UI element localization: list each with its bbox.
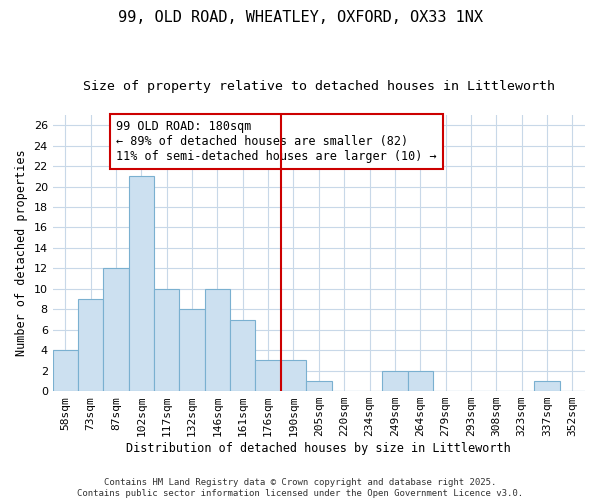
Bar (230, 320, 256, 391)
Bar (129, 176, 154, 391)
Text: Contains HM Land Registry data © Crown copyright and database right 2025.
Contai: Contains HM Land Registry data © Crown c… (77, 478, 523, 498)
Bar (103, 268, 129, 391)
Text: 99 OLD ROAD: 180sqm
← 89% of detached houses are smaller (82)
11% of semi-detach: 99 OLD ROAD: 180sqm ← 89% of detached ho… (116, 120, 437, 163)
Text: 99, OLD ROAD, WHEATLEY, OXFORD, OX33 1NX: 99, OLD ROAD, WHEATLEY, OXFORD, OX33 1NX (118, 10, 482, 25)
Bar (78, 299, 103, 391)
Title: Size of property relative to detached houses in Littleworth: Size of property relative to detached ho… (83, 80, 555, 93)
Bar (281, 360, 306, 391)
Bar (53, 350, 78, 391)
Bar (179, 310, 205, 391)
Bar (154, 289, 179, 391)
Y-axis label: Number of detached properties: Number of detached properties (15, 150, 28, 356)
Bar (306, 381, 332, 391)
Bar (205, 289, 230, 391)
X-axis label: Distribution of detached houses by size in Littleworth: Distribution of detached houses by size … (127, 442, 511, 455)
Bar (256, 360, 281, 391)
Bar (382, 370, 407, 391)
Bar (535, 381, 560, 391)
Bar (407, 370, 433, 391)
